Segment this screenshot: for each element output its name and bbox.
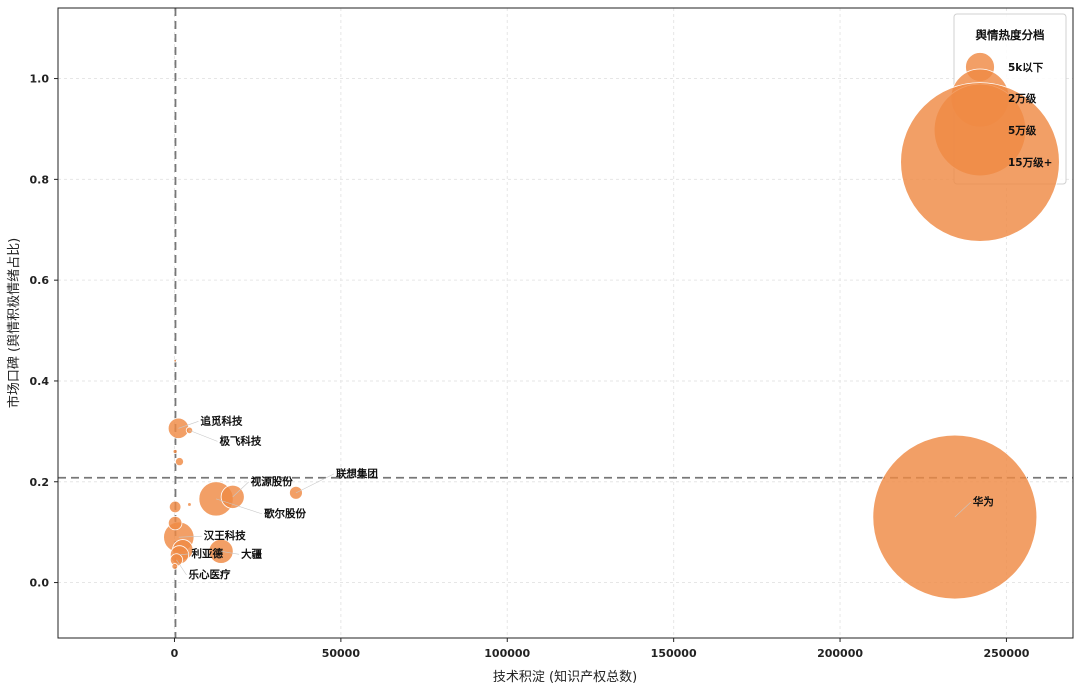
bubble-point (172, 449, 178, 454)
label-leader-line (178, 421, 199, 429)
point-label: 大疆 (241, 547, 262, 560)
legend-entry-label: 5万级 (1008, 124, 1037, 137)
y-tick-label: 0.2 (30, 476, 50, 489)
bubble-point (187, 502, 192, 507)
label-leader-line (232, 481, 249, 498)
x-tick-label: 0 (171, 647, 179, 660)
bubble-point (173, 359, 177, 363)
x-axis-ticks: 0 50000 100000 150000 200000 250000 (171, 638, 1030, 660)
point-label: 极飞科技 (219, 434, 261, 447)
bubble-point (220, 484, 245, 509)
point-label: 追觅科技 (200, 414, 242, 427)
point-label: 视源股份 (251, 475, 293, 488)
label-leader-line (178, 535, 202, 538)
point-label: 华为 (973, 495, 994, 508)
bubble-point (174, 457, 184, 467)
label-leader-line (954, 501, 972, 518)
label-leader-line (176, 559, 187, 576)
label-leader-line (221, 551, 240, 555)
x-axis-title: 技术积淀 (知识产权总数) (493, 669, 637, 685)
label-leader-line (295, 473, 335, 494)
y-axis-ticks: 0.0 0.2 0.4 0.6 0.8 1.0 (30, 73, 58, 590)
label-leader-line (179, 553, 190, 556)
label-leader-line (215, 498, 263, 515)
y-tick-label: 1.0 (30, 73, 50, 86)
point-label: 联想集团 (336, 467, 378, 480)
bubble-point (168, 500, 182, 514)
bubble-point (872, 434, 1038, 600)
point-label: 歌尔股份 (264, 507, 306, 520)
legend-entry-label: 2万级 (1008, 92, 1037, 105)
x-tick-label: 150000 (651, 647, 697, 660)
plot-frame (57, 7, 1074, 639)
bubble-point (167, 515, 183, 531)
bubble-point (171, 563, 179, 570)
x-tick-label: 50000 (322, 647, 361, 660)
x-tick-label: 200000 (817, 647, 863, 660)
y-tick-label: 0.6 (30, 274, 50, 287)
grid-layer (58, 8, 1073, 638)
point-label: 汉王科技 (204, 529, 246, 542)
point-label: 乐心医疗 (188, 568, 230, 581)
point-label: 利亚德 (191, 547, 223, 560)
y-axis-title: 市场口碑 (舆情积极情绪占比) (6, 238, 22, 408)
y-tick-label: 0.8 (30, 173, 50, 186)
legend-entry-label: 15万级+ (1008, 156, 1052, 169)
legend-marker (900, 82, 1060, 242)
label-leader-line (189, 430, 218, 442)
legend: 舆情热度分档 5k以下 2万级 5万级 15万级+ (900, 13, 1067, 242)
y-tick-label: 0.4 (30, 375, 50, 388)
x-tick-label: 250000 (983, 647, 1029, 660)
legend-entry-label: 5k以下 (1008, 62, 1044, 74)
x-tick-label: 100000 (484, 647, 530, 660)
y-tick-label: 0.0 (30, 577, 50, 590)
legend-title: 舆情热度分档 (976, 28, 1045, 42)
